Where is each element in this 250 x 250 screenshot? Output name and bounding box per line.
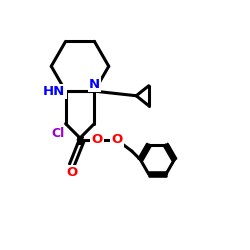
Text: N: N: [89, 78, 100, 91]
Text: HN: HN: [43, 85, 66, 98]
Text: O: O: [91, 134, 102, 146]
Text: Cl: Cl: [52, 127, 65, 140]
Text: O: O: [66, 166, 78, 179]
Text: O: O: [111, 134, 122, 146]
